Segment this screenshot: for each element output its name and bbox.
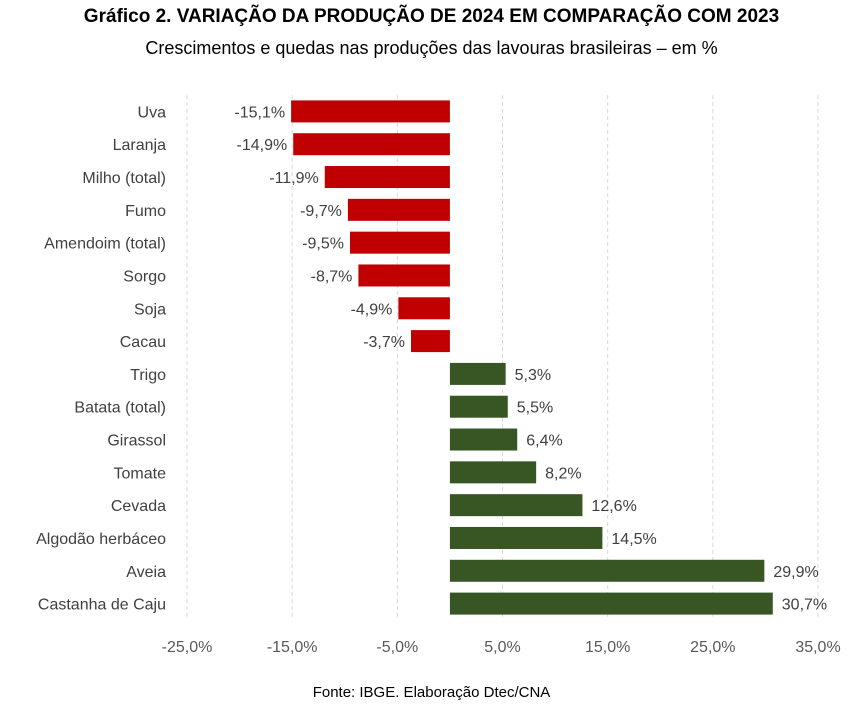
- category-label: Castanha de Caju: [38, 597, 166, 614]
- x-tick-label: 25,0%: [690, 639, 735, 656]
- bar: [411, 330, 450, 353]
- x-tick-label: -15,0%: [267, 639, 318, 656]
- bar: [293, 133, 450, 156]
- data-label: -4,9%: [351, 301, 393, 318]
- bar: [324, 166, 450, 189]
- data-label: -11,9%: [269, 170, 319, 187]
- x-tick-label: -25,0%: [162, 639, 213, 656]
- category-label: Trigo: [130, 367, 166, 384]
- x-tick-label: 15,0%: [585, 639, 630, 656]
- category-label: Amendoim (total): [44, 236, 166, 253]
- data-label: 5,3%: [515, 367, 551, 384]
- bar: [449, 559, 765, 582]
- category-label: Fumo: [125, 203, 166, 220]
- data-label: 5,5%: [517, 400, 553, 417]
- chart-title: Gráfico 2. VARIAÇÃO DA PRODUÇÃO DE 2024 …: [83, 6, 780, 27]
- chart-source: Fonte: IBGE. Elaboração Dtec/CNA: [312, 684, 551, 701]
- category-label: Soja: [134, 301, 166, 318]
- category-label: Sorgo: [123, 268, 166, 285]
- x-tick-label: -5,0%: [376, 639, 418, 656]
- bar: [449, 494, 583, 517]
- data-label: -9,5%: [302, 236, 344, 253]
- data-label: -3,7%: [363, 334, 405, 351]
- bar: [449, 461, 537, 484]
- chart-subtitle: Crescimentos e quedas nas produções das …: [145, 38, 718, 58]
- category-label: Girassol: [107, 433, 166, 450]
- bar: [449, 362, 506, 385]
- data-label: 12,6%: [591, 498, 636, 515]
- data-label: -14,9%: [237, 137, 288, 154]
- x-tick-label: 35,0%: [795, 639, 840, 656]
- bar: [449, 428, 518, 451]
- bar: [398, 297, 450, 320]
- category-label: Laranja: [113, 137, 166, 154]
- data-label: 8,2%: [545, 465, 581, 482]
- data-label: 6,4%: [526, 433, 562, 450]
- category-label: Milho (total): [82, 170, 166, 187]
- bar: [347, 198, 450, 221]
- bar: [449, 592, 773, 615]
- category-label: Algodão herbáceo: [36, 531, 166, 548]
- category-label: Batata (total): [74, 400, 166, 417]
- data-label: -8,7%: [311, 268, 353, 285]
- category-label: Uva: [138, 104, 167, 121]
- data-label: -9,7%: [300, 203, 342, 220]
- bar: [449, 526, 603, 549]
- category-label: Cevada: [111, 498, 166, 515]
- bar: [350, 231, 450, 254]
- category-label: Cacau: [120, 334, 166, 351]
- data-label: 29,9%: [773, 564, 818, 581]
- bar: [291, 100, 450, 123]
- bar: [449, 395, 508, 418]
- category-label: Tomate: [114, 465, 167, 482]
- category-label: Aveia: [126, 564, 166, 581]
- data-label: -15,1%: [234, 104, 285, 121]
- data-label: 30,7%: [782, 597, 827, 614]
- x-tick-label: 5,0%: [484, 639, 520, 656]
- bar: [358, 264, 450, 287]
- data-label: 14,5%: [611, 531, 656, 548]
